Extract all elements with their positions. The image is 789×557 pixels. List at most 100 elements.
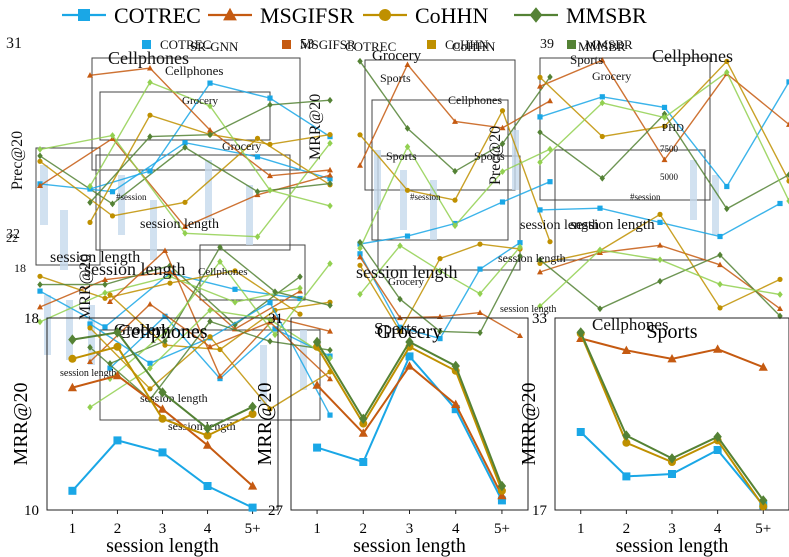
overlay-marker — [717, 280, 723, 288]
overlay-frame — [554, 149, 706, 261]
overlay-marker — [599, 174, 606, 182]
overlay-marker — [147, 364, 153, 372]
overlay-marker — [182, 144, 188, 151]
data-point-mmsbr — [312, 336, 322, 348]
overlay-marker — [327, 176, 333, 182]
x-axis-label: session length — [106, 535, 219, 557]
y-tick-label: 33 — [532, 311, 547, 327]
overlay-axis-label: Prec@20 — [487, 126, 504, 185]
data-point-msgifsr — [67, 382, 78, 392]
legend-marker — [78, 9, 90, 21]
overlay-marker — [397, 324, 403, 330]
x-tick-label: 2 — [360, 521, 368, 537]
overlay-legend-label: CoHHN — [452, 39, 496, 54]
overlay-marker — [107, 375, 113, 383]
overlay-marker — [404, 143, 411, 151]
overlay-marker — [477, 309, 483, 315]
data-point-cotrec — [313, 443, 322, 452]
chart-title: Sports — [646, 321, 697, 343]
data-point-cohhn — [113, 342, 122, 351]
overlay-frame — [99, 91, 271, 141]
overlay-marker — [599, 99, 606, 107]
x-tick-label: 2 — [114, 521, 122, 537]
overlay-marker — [297, 311, 303, 317]
overlay-marker — [786, 171, 789, 179]
plot-frame — [554, 317, 789, 511]
overlay-marker — [167, 268, 173, 275]
legend: COTREC MSGIFSR CoHHN MMSBR — [62, 3, 647, 28]
overlay-marker — [437, 256, 443, 262]
overlay-marker — [87, 403, 93, 411]
x-tick-label: 4 — [452, 521, 460, 537]
overlay-marker — [267, 186, 273, 194]
overlay-marker — [267, 172, 273, 179]
overlay-marker — [724, 68, 730, 76]
overlay-marker — [102, 289, 108, 297]
overlay-marker — [207, 102, 213, 110]
overlay-marker — [397, 242, 403, 250]
legend-item: CoHHN — [363, 3, 488, 28]
overlay-marker — [777, 305, 783, 312]
data-point-cotrec — [497, 496, 506, 505]
overlay-marker — [357, 162, 363, 168]
overlay-bar — [300, 330, 307, 390]
overlay-marker — [537, 260, 543, 266]
overlay-axis-label: session length — [84, 259, 186, 279]
legend-item: MMSBR — [514, 3, 647, 28]
data-point-cotrec — [158, 448, 167, 457]
overlay-marker — [499, 168, 506, 175]
x-axis-label: session length — [616, 535, 729, 557]
overlay-legend-label: COTREC — [160, 37, 211, 52]
data-point-mmsbr — [451, 360, 460, 372]
data-point-mmsbr — [248, 401, 257, 412]
overlay-title: Grocery — [372, 48, 422, 64]
overlay-marker — [37, 152, 43, 160]
overlay-marker — [162, 337, 168, 345]
overlay-legend-label: MSGIFSR — [300, 37, 356, 52]
overlay-bar — [512, 130, 519, 190]
overlay-marker — [182, 140, 188, 146]
data-point-msgifsr — [451, 399, 461, 408]
overlay-marker — [217, 376, 223, 382]
data-point-cohhn — [248, 410, 257, 418]
overlay-marker — [547, 97, 553, 104]
overlay-marker — [327, 180, 333, 187]
overlay-title: Sports — [570, 52, 603, 67]
overlay-marker — [717, 305, 723, 311]
overlay-axis-label: Prec@20 — [9, 131, 26, 190]
overlay-marker — [597, 205, 603, 211]
overlay-marker — [717, 261, 723, 268]
data-point-mmsbr — [405, 336, 414, 348]
x-tick-label: 4 — [204, 521, 212, 537]
overlay-line — [539, 81, 789, 188]
overlay-title: Cellphones — [448, 93, 502, 107]
data-point-cotrec — [713, 446, 722, 454]
data-point-cohhn — [158, 414, 167, 423]
y-axis-label: MRR@20 — [10, 383, 32, 466]
overlay-misc: #session — [410, 192, 441, 202]
overlay-marker — [657, 219, 663, 225]
overlay-marker — [147, 168, 153, 174]
overlay-line — [539, 254, 781, 317]
overlay-marker — [786, 197, 789, 205]
overlay-marker — [357, 262, 363, 268]
overlay-marker — [87, 321, 93, 327]
overlay-marker — [147, 133, 153, 140]
overlay-marker — [87, 72, 93, 78]
overlay-axis-label: session length — [356, 262, 458, 282]
overlay-marker — [107, 365, 113, 371]
x-tick-label: 3 — [159, 521, 167, 537]
overlay-bar — [430, 180, 437, 240]
overlay-bar — [60, 210, 68, 270]
data-point-mmsbr — [622, 430, 631, 441]
series-line-cotrec — [580, 431, 765, 506]
overlay-marker — [537, 268, 543, 275]
data-point-cotrec — [451, 405, 460, 414]
overlay-frame — [95, 154, 291, 251]
overlay-bar — [260, 345, 267, 405]
x-tick-label: 1 — [577, 521, 585, 537]
overlay-marker — [661, 156, 668, 163]
chart-panels: Cellphones 1 2 3 4 5+ 10 18 session length MRR@20… — [10, 311, 789, 557]
x-tick-label: 1 — [313, 521, 321, 537]
